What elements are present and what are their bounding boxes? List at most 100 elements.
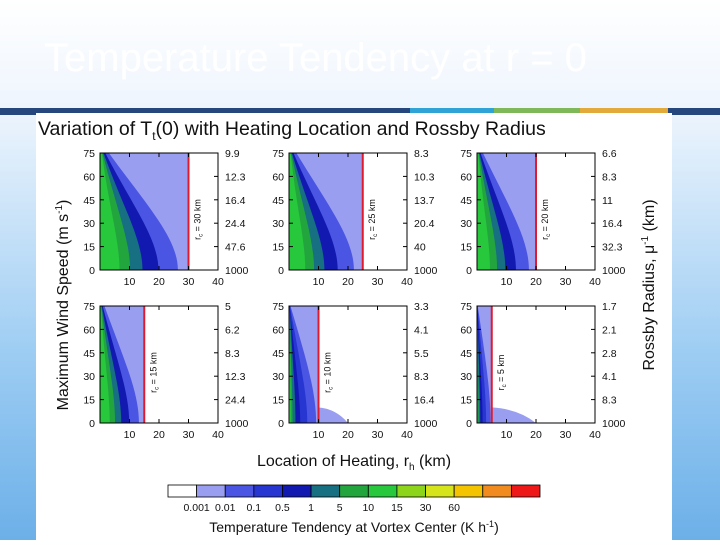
colorbar-tick-label: 0.1 [247, 502, 262, 514]
rossby-radius-tick-label: 47.6 [225, 242, 246, 254]
figure: Variation of Tt(0) with Heating Location… [36, 113, 672, 540]
colorbar-tick-label: 15 [391, 502, 403, 514]
y-axis-label: Maximum Wind Speed (m s-1) [54, 200, 72, 411]
colorbar-tick-label: 1 [308, 502, 314, 514]
x-tick-label: 30 [183, 429, 195, 441]
y-tick-label: 75 [272, 301, 284, 313]
y-tick-label: 15 [272, 242, 284, 254]
rossby-radius-tick-label: 2.8 [602, 348, 617, 360]
y-tick-label: 75 [272, 148, 284, 160]
y-tick-label: 45 [460, 348, 472, 360]
rossby-radius-tick-label: 4.1 [414, 324, 429, 336]
rossby-radius-tick-label: 6.2 [225, 324, 240, 336]
y-tick-label: 0 [466, 265, 472, 277]
colorbar-swatch [483, 485, 512, 497]
x-tick-label: 20 [530, 276, 542, 288]
x-tick-label: 20 [530, 429, 542, 441]
y-tick-label: 45 [272, 195, 284, 207]
y-tick-label: 30 [272, 371, 284, 383]
y-tick-label: 45 [272, 348, 284, 360]
rossby-radius-tick-label: 8.3 [602, 395, 617, 407]
y-tick-label: 15 [83, 395, 95, 407]
x-tick-label: 10 [313, 429, 325, 441]
x-tick-label: 20 [342, 429, 354, 441]
rossby-radius-tick-label: 1000 [414, 265, 438, 277]
colorbar-tick-label: 10 [362, 502, 374, 514]
rossby-radius-tick-label: 1000 [225, 265, 249, 277]
rossby-radius-tick-label: 24.4 [225, 395, 246, 407]
rossby-radius-tick-label: 1000 [602, 265, 626, 277]
rossby-radius-tick-label: 24.4 [225, 218, 246, 230]
y-tick-label: 60 [272, 324, 284, 336]
x-tick-label: 10 [124, 429, 136, 441]
colorbar-tick-label: 60 [448, 502, 460, 514]
y-tick-label: 30 [460, 218, 472, 230]
rossby-radius-tick-label: 9.9 [225, 148, 240, 160]
x-tick-label: 40 [212, 276, 224, 288]
y-tick-label: 0 [466, 418, 472, 430]
y-tick-label: 60 [460, 324, 472, 336]
contour-chart: Variation of Tt(0) with Heating Location… [36, 113, 672, 540]
x-tick-label: 30 [183, 276, 195, 288]
x-tick-label: 10 [124, 276, 136, 288]
secondary-y-axis-label: Rossby Radius, μ-1 (km) [640, 199, 658, 370]
x-tick-label: 30 [372, 429, 384, 441]
rossby-radius-tick-label: 8.3 [602, 171, 617, 183]
y-tick-label: 30 [272, 218, 284, 230]
colorbar-swatch [340, 485, 369, 497]
y-tick-label: 60 [83, 324, 95, 336]
y-tick-label: 30 [83, 371, 95, 383]
colorbar-swatch [426, 485, 455, 497]
colorbar-tick-label: 0.5 [275, 502, 290, 514]
x-tick-label: 40 [401, 276, 413, 288]
rossby-radius-tick-label: 10.3 [414, 171, 435, 183]
colorbar-label: Temperature Tendency at Vortex Center (K… [209, 519, 498, 535]
colorbar-tick-label: 0.001 [183, 502, 209, 514]
x-tick-label: 30 [560, 429, 572, 441]
rossby-radius-tick-label: 8.3 [225, 348, 240, 360]
y-tick-label: 45 [83, 348, 95, 360]
chart-title: Variation of Tt(0) with Heating Location… [38, 118, 546, 143]
y-tick-label: 15 [460, 242, 472, 254]
y-tick-label: 30 [460, 371, 472, 383]
rossby-radius-tick-label: 2.1 [602, 324, 617, 336]
rossby-radius-tick-label: 16.4 [602, 218, 623, 230]
x-tick-label: 40 [401, 429, 413, 441]
y-tick-label: 15 [83, 242, 95, 254]
x-tick-label: 40 [589, 429, 601, 441]
y-tick-label: 0 [278, 265, 284, 277]
colorbar-swatch [511, 485, 540, 497]
colorbar-swatch [368, 485, 397, 497]
rossby-radius-tick-label: 5 [225, 301, 231, 313]
y-tick-label: 60 [272, 171, 284, 183]
rossby-radius-tick-label: 3.3 [414, 301, 429, 313]
rossby-radius-tick-label: 32.3 [602, 242, 623, 254]
x-tick-label: 30 [560, 276, 572, 288]
x-tick-label: 40 [212, 429, 224, 441]
y-tick-label: 30 [83, 218, 95, 230]
rossby-radius-tick-label: 8.3 [414, 371, 429, 383]
colorbar-swatch [168, 485, 197, 497]
x-tick-label: 30 [372, 276, 384, 288]
colorbar-swatch [454, 485, 483, 497]
rossby-radius-tick-label: 5.5 [414, 348, 429, 360]
colorbar-swatch [282, 485, 311, 497]
colorbar-swatch [311, 485, 340, 497]
y-tick-label: 60 [460, 171, 472, 183]
rossby-radius-tick-label: 1000 [414, 418, 438, 430]
panel-background [477, 306, 595, 423]
rossby-radius-tick-label: 6.6 [602, 148, 617, 160]
colorbar-swatch [225, 485, 254, 497]
x-tick-label: 40 [589, 276, 601, 288]
colorbar-swatch [254, 485, 283, 497]
y-tick-label: 0 [89, 265, 95, 277]
colorbar-tick-label: 0.01 [215, 502, 236, 514]
rossby-radius-tick-label: 40 [414, 242, 426, 254]
rossby-radius-tick-label: 12.3 [225, 171, 246, 183]
x-tick-label: 20 [153, 429, 165, 441]
